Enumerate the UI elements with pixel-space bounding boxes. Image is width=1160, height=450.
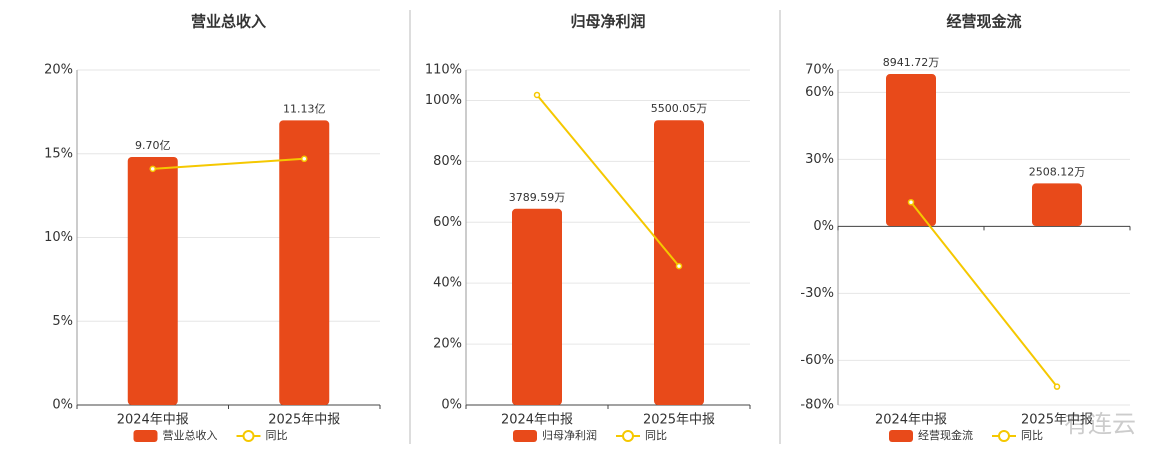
- y-tick-label: -30%: [800, 286, 834, 301]
- legend-label: 同比: [1021, 429, 1043, 442]
- bar: [886, 74, 936, 227]
- y-tick-label: 110%: [425, 63, 462, 78]
- bar: [127, 156, 178, 405]
- data-label: 9.70亿: [135, 139, 171, 152]
- bar: [512, 208, 562, 405]
- y-tick-label: 100%: [425, 93, 462, 108]
- y-tick-label: 30%: [805, 152, 834, 167]
- y-tick-label: -80%: [800, 398, 834, 413]
- y-tick-label: 60%: [805, 85, 834, 100]
- legend-swatch: [889, 430, 913, 442]
- line-point: [301, 155, 308, 163]
- y-tick-label: 0%: [813, 219, 834, 234]
- data-label: 8941.72万: [883, 56, 940, 69]
- line-point: [533, 91, 541, 99]
- y-tick-label: 10%: [44, 230, 73, 245]
- bar: [1032, 183, 1082, 227]
- y-tick-label: 15%: [44, 146, 73, 161]
- bar: [654, 120, 704, 405]
- y-tick-label: 60%: [433, 215, 462, 230]
- data-label: 5500.05万: [651, 102, 708, 115]
- bar: [279, 120, 330, 405]
- y-tick-label: 20%: [44, 63, 73, 78]
- line-point: [1053, 383, 1061, 390]
- x-tick-label: 2024年中报: [875, 413, 947, 428]
- legend-swatch: [622, 430, 634, 442]
- y-tick-label: 70%: [805, 63, 834, 78]
- watermark: 有连云: [1064, 410, 1136, 438]
- legend-label: 归母净利润: [542, 428, 597, 442]
- line-point: [675, 262, 683, 270]
- line: [152, 157, 305, 170]
- legend-swatch: [242, 430, 255, 442]
- y-tick-label: 20%: [433, 337, 462, 352]
- legend-label: 营业总收入: [163, 428, 218, 442]
- legend-label: 同比: [266, 429, 288, 442]
- y-tick-label: 0%: [441, 398, 462, 413]
- line-point: [149, 165, 156, 173]
- data-label: 2508.12万: [1029, 165, 1086, 178]
- legend-label: 经营现金流: [918, 428, 973, 442]
- line-point: [907, 198, 915, 206]
- line: [536, 94, 680, 267]
- x-tick-label: 2025年中报: [268, 413, 340, 428]
- line: [910, 201, 1058, 388]
- y-tick-label: 40%: [433, 276, 462, 291]
- legend-label: 同比: [645, 429, 667, 442]
- legend-swatch: [133, 430, 158, 442]
- x-tick-label: 2025年中报: [643, 413, 715, 428]
- legend-swatch: [998, 430, 1010, 442]
- x-tick-label: 2025年中报: [1021, 413, 1093, 428]
- x-tick-label: 2024年中报: [117, 413, 189, 428]
- data-label: 11.13亿: [283, 102, 326, 115]
- legend-swatch: [513, 430, 537, 442]
- y-tick-label: 80%: [433, 154, 462, 169]
- y-tick-label: 5%: [52, 314, 73, 329]
- x-tick-label: 2024年中报: [501, 413, 573, 428]
- chart-title: 营业总收入: [191, 13, 266, 31]
- data-label: 3789.59万: [509, 191, 566, 204]
- y-tick-label: 0%: [52, 398, 73, 413]
- y-tick-label: -60%: [800, 353, 834, 368]
- chart-title: 归母净利润: [570, 13, 645, 31]
- chart-title: 经营现金流: [946, 13, 1021, 31]
